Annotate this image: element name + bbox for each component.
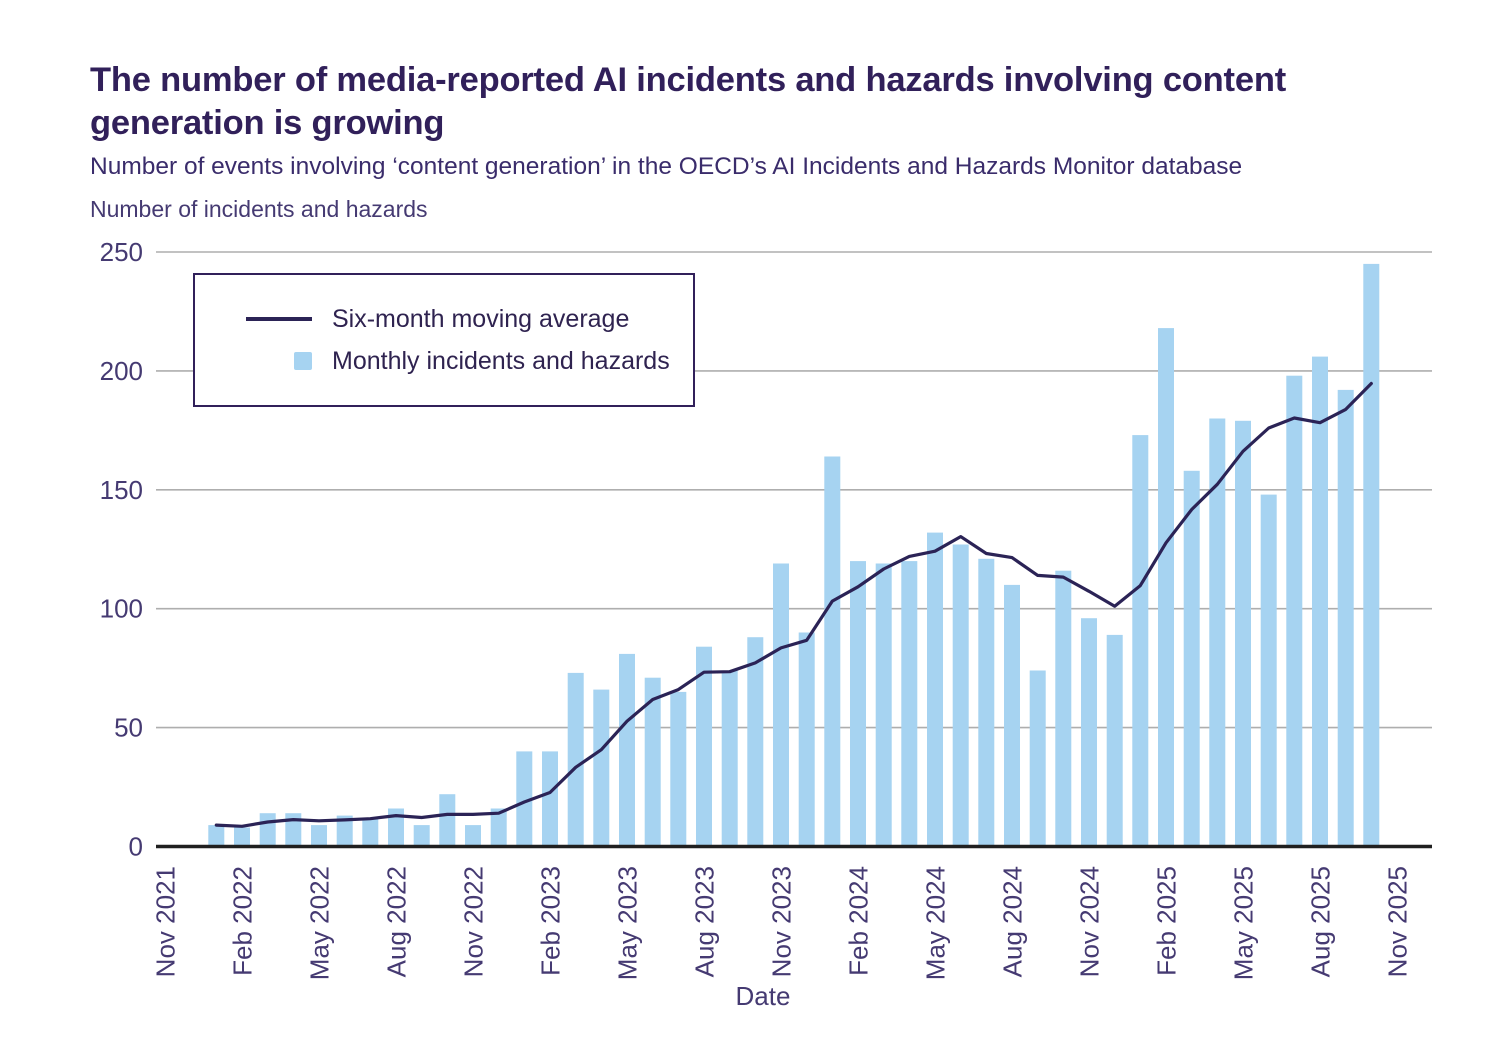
y-tick-label-0: 0 [129,832,143,862]
bar-jan-2023 [516,751,533,847]
bar-feb-2025 [1158,328,1174,847]
bar-oct-2024 [1055,570,1072,847]
bar-may-2023 [619,653,635,847]
x-tick-label-nov-2024: Nov 2024 [1075,866,1105,977]
bar-mar-2022 [259,813,276,847]
bar-apr-2025 [1209,418,1226,847]
page-subtitle: Number of events involving ‘content gene… [90,152,1243,180]
y-tick-label-250: 250 [100,237,143,267]
x-tick-label-nov-2025: Nov 2025 [1383,866,1413,977]
bar-jul-2025 [1286,375,1303,847]
y-tick-label-200: 200 [100,356,143,386]
bar-jan-2022 [208,825,225,847]
moving-average-line-swatch-icon [246,317,312,321]
legend: Six-month moving average Monthly inciden… [193,273,695,407]
bar-sep-2024 [1029,670,1046,847]
x-tick-label-may-2025: May 2025 [1229,866,1259,980]
bar-aug-2025 [1312,356,1328,847]
bar-dec-2022 [490,808,507,847]
bar-jan-2024 [824,456,841,847]
bar-feb-2022 [234,827,250,847]
y-tick-label-150: 150 [100,475,143,505]
monthly-bars-square-swatch-icon [294,352,312,370]
x-tick-label-feb-2024: Feb 2024 [844,866,874,976]
bar-sep-2023 [721,670,738,847]
bar-mar-2025 [1183,470,1200,847]
bar-may-2024 [927,532,943,847]
x-tick-label-may-2024: May 2024 [921,866,951,980]
bar-oct-2023 [747,637,764,847]
legend-label-moving-average: Six-month moving average [332,304,630,333]
bar-oct-2022 [439,794,456,847]
bar-jun-2024 [952,544,969,847]
legend-swatch-slot [220,317,312,321]
x-tick-label-feb-2025: Feb 2025 [1152,866,1182,976]
bar-may-2025 [1235,420,1251,847]
bar-dec-2023 [798,632,815,847]
x-tick-label-nov-2023: Nov 2023 [767,866,797,977]
bar-feb-2024 [850,561,866,847]
moving-average-line [214,381,1373,828]
bar-apr-2023 [593,689,610,847]
x-tick-label-feb-2023: Feb 2023 [536,866,566,976]
bar-apr-2024 [901,561,918,847]
y-tick-label-50: 50 [114,713,143,743]
bar-mar-2023 [567,672,584,847]
legend-swatch-slot [220,352,312,370]
bar-nov-2022 [465,825,481,847]
legend-item-monthly-bars: Monthly incidents and hazards [220,347,693,376]
x-tick-label-nov-2021: Nov 2021 [151,866,181,977]
bar-jul-2023 [670,691,687,847]
x-tick-label-nov-2022: Nov 2022 [459,866,489,977]
x-tick-label-aug-2024: Aug 2024 [998,866,1028,977]
bar-mar-2024 [875,563,892,847]
legend-label-monthly-bars: Monthly incidents and hazards [332,346,670,375]
bar-aug-2023 [696,646,712,847]
x-tick-label-feb-2022: Feb 2022 [228,866,258,976]
bar-feb-2023 [542,751,558,847]
x-tick-label-aug-2022: Aug 2022 [382,866,412,977]
bar-may-2022 [311,825,327,847]
bar-jun-2025 [1260,494,1277,847]
bar-aug-2022 [388,808,404,847]
bar-dec-2024 [1106,634,1123,847]
bar-jun-2023 [644,677,661,847]
bar-sep-2022 [413,825,430,847]
legend-item-moving-average: Six-month moving average [220,305,693,334]
bar-aug-2024 [1004,584,1020,847]
y-axis-title: Number of incidents and hazards [90,196,428,222]
bar-jul-2022 [362,818,379,847]
bar-jun-2022 [336,815,353,847]
bar-nov-2023 [773,563,789,847]
x-tick-label-aug-2025: Aug 2025 [1306,866,1336,977]
bar-sep-2025 [1337,389,1354,847]
bar-nov-2024 [1081,618,1097,847]
bar-oct-2025 [1363,263,1380,847]
bar-jul-2024 [978,558,995,847]
y-tick-label-100: 100 [100,594,143,624]
x-tick-label-aug-2023: Aug 2023 [690,866,720,977]
bar-jan-2025 [1132,435,1149,847]
x-tick-label-may-2023: May 2023 [613,866,643,980]
page-title: The number of media-reported AI incident… [90,61,1286,142]
x-tick-label-may-2022: May 2022 [305,866,335,980]
x-axis-title: Date [735,981,791,1011]
